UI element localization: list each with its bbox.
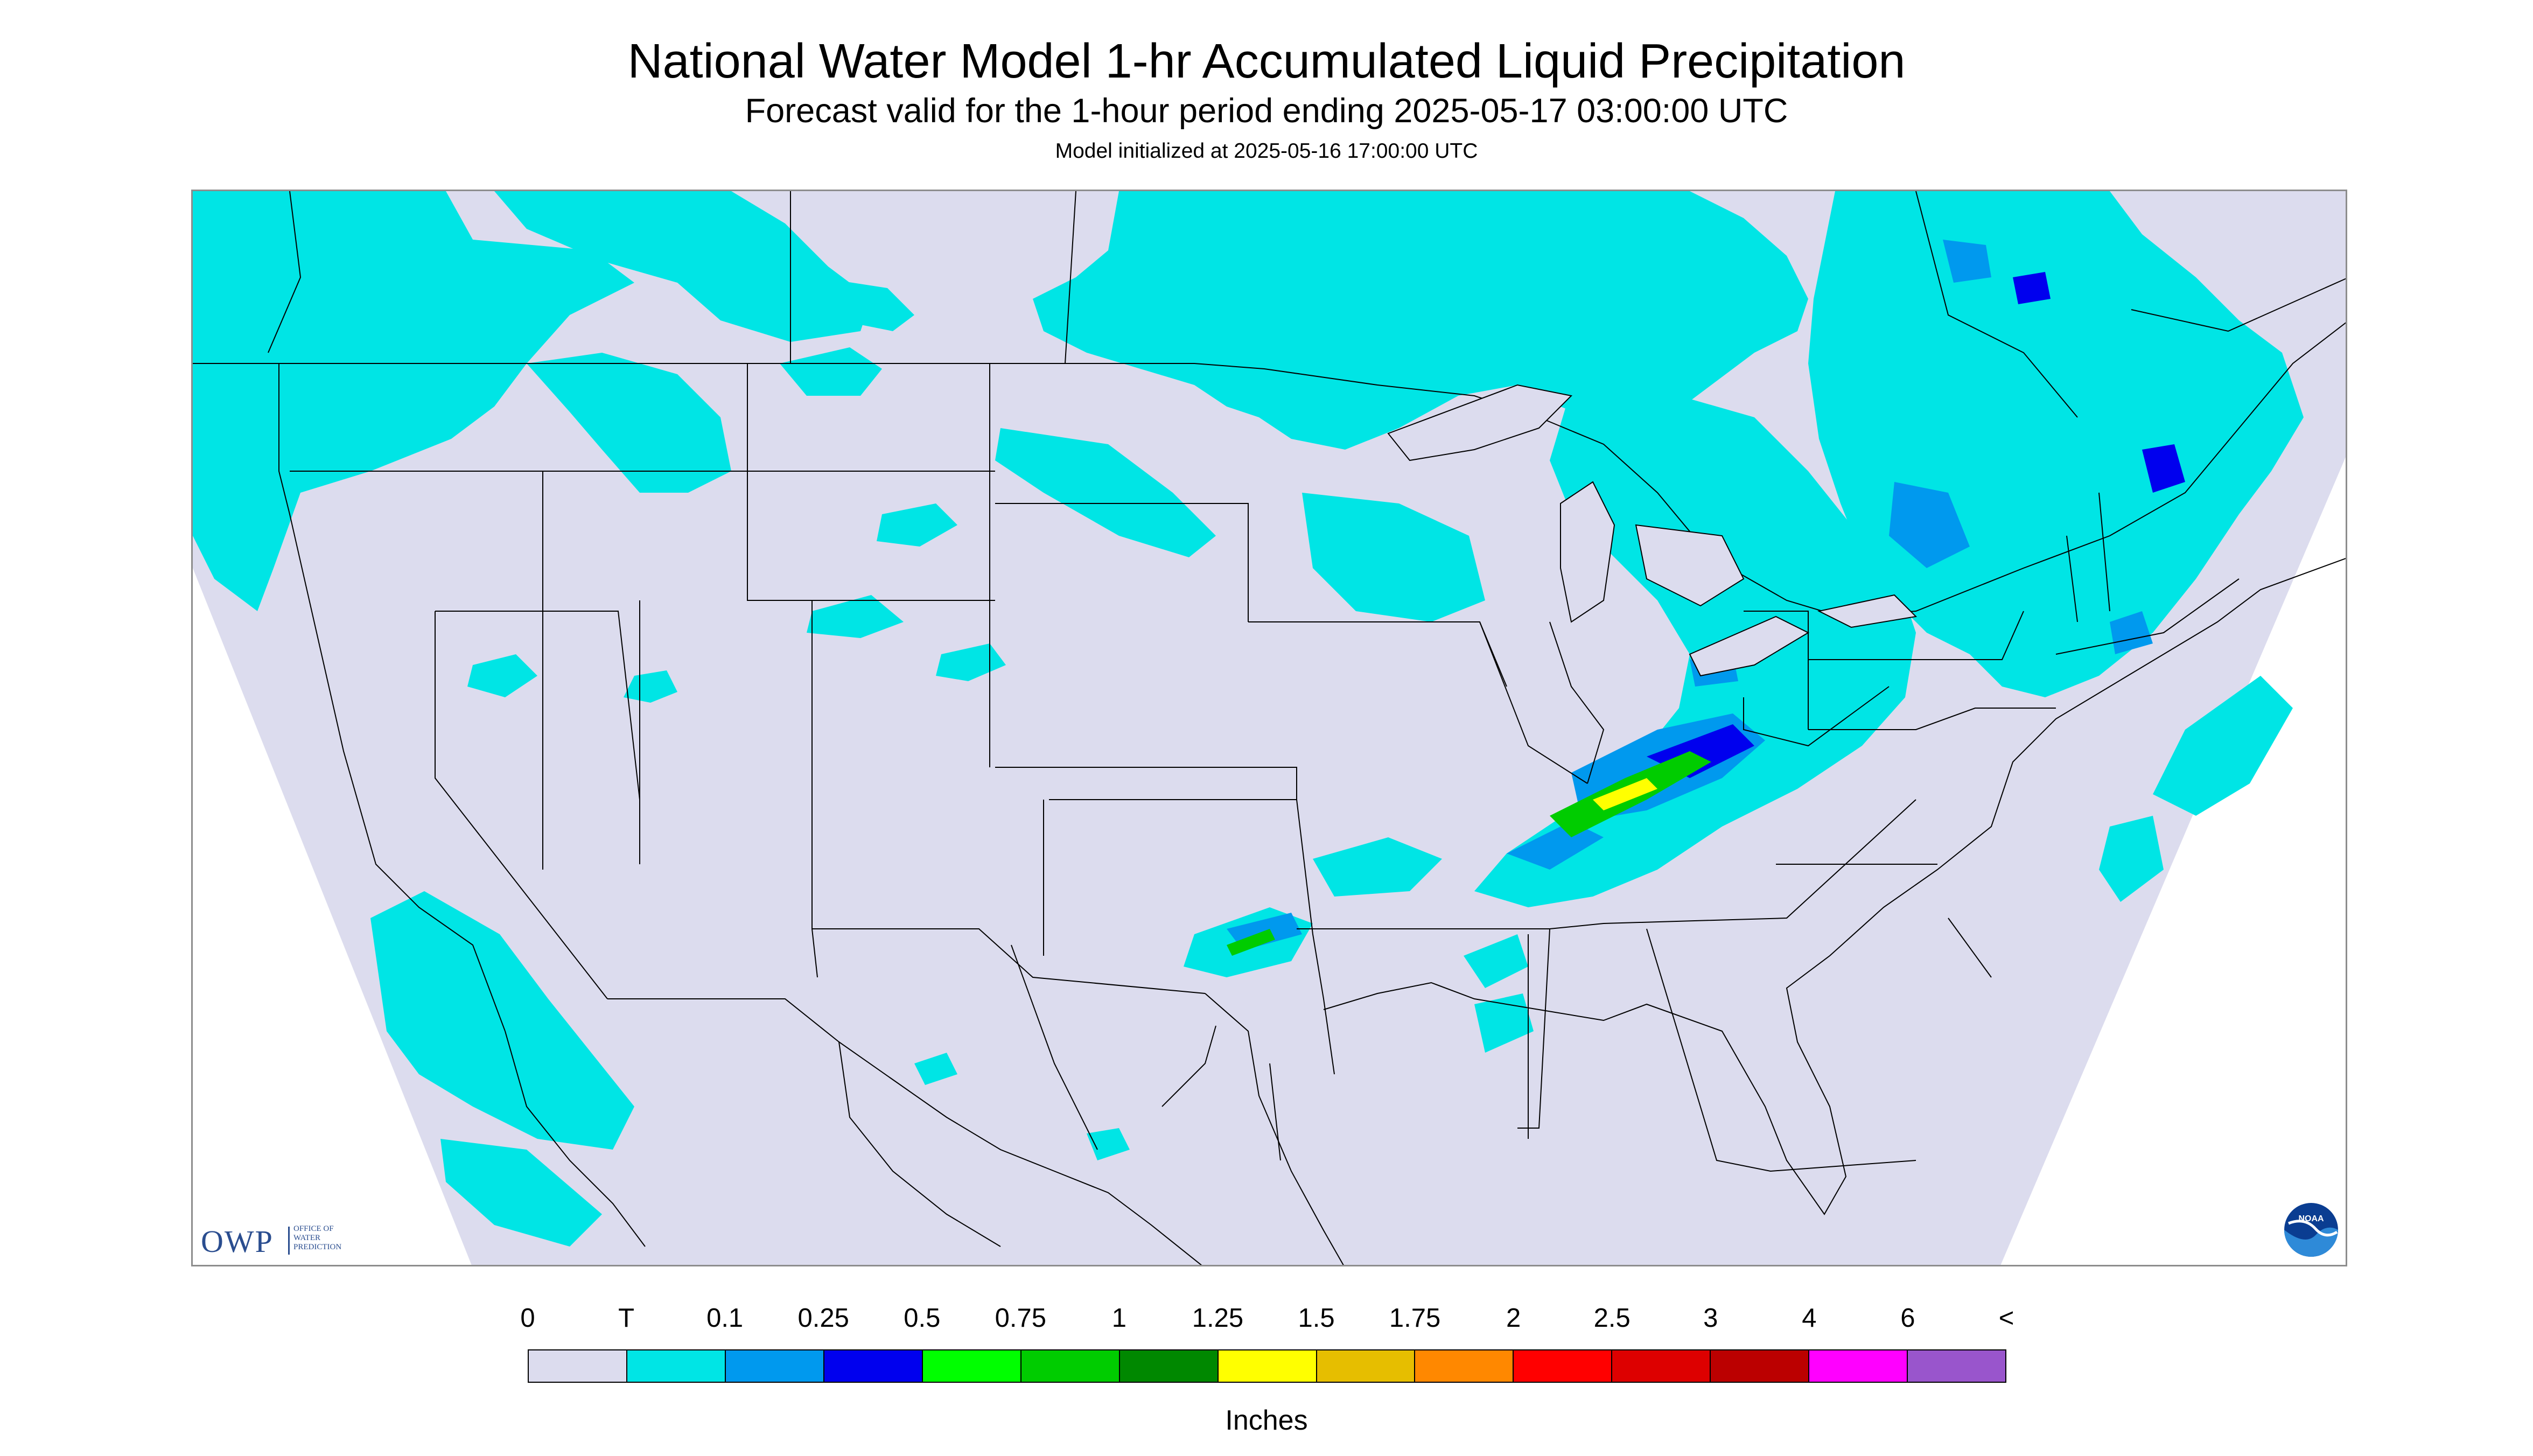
noaa-logo-text: NOAA bbox=[2298, 1214, 2324, 1223]
owp-logo-divider bbox=[288, 1227, 290, 1255]
precipitation-map bbox=[191, 190, 2347, 1266]
great-lakes bbox=[1387, 384, 1918, 677]
map-title: National Water Model 1-hr Accumulated Li… bbox=[627, 34, 1906, 88]
legend-tick-label: 4 bbox=[1802, 1304, 1817, 1333]
legend-tick-label: 1.75 bbox=[1389, 1304, 1441, 1333]
legend-tick-label: < bbox=[1998, 1304, 2014, 1333]
owp-logo-text: OWP bbox=[201, 1224, 274, 1259]
model-init-text: Model initialized at 2025-05-16 17:00:00… bbox=[1055, 139, 1478, 163]
legend-tick-label: 0.75 bbox=[995, 1304, 1047, 1333]
precip-heavy bbox=[1227, 751, 1711, 956]
map-subtitle: Forecast valid for the 1-hour period end… bbox=[745, 92, 1788, 130]
legend-swatch bbox=[1908, 1350, 2006, 1382]
legend-swatch bbox=[627, 1350, 726, 1382]
legend-swatch bbox=[922, 1350, 1021, 1382]
legend-swatch bbox=[1021, 1350, 1120, 1382]
boundaries bbox=[193, 191, 2346, 1265]
outside-domain-right bbox=[2000, 457, 2346, 1265]
legend-tick-label: 2 bbox=[1506, 1304, 1521, 1333]
outside-domain-left bbox=[193, 568, 472, 1265]
map-canvas bbox=[193, 191, 2346, 1265]
legend-tick-label: 0 bbox=[520, 1304, 535, 1333]
legend-tick-label: T bbox=[618, 1304, 635, 1333]
legend-swatch bbox=[529, 1350, 627, 1382]
legend-swatch bbox=[1218, 1350, 1317, 1382]
legend-tick-label: 1.5 bbox=[1298, 1304, 1335, 1333]
legend-tick-label: 6 bbox=[1900, 1304, 1915, 1333]
legend-swatch bbox=[1612, 1350, 1711, 1382]
precip-trace bbox=[193, 191, 2304, 1247]
owp-logo-subtext: OFFICE OF WATER PREDICTION bbox=[293, 1224, 342, 1251]
legend-labels: 0 T 0.1 0.25 0.5 0.75 1 1.25 1.5 1.75 2 2.5 3 4 6 < bbox=[0, 1303, 2533, 1335]
legend-tick-label: 2.5 bbox=[1593, 1304, 1631, 1333]
legend-swatch bbox=[1711, 1350, 1810, 1382]
legend-swatch bbox=[824, 1350, 923, 1382]
legend-colorbar bbox=[528, 1349, 2006, 1383]
legend-units: Inches bbox=[1225, 1405, 1308, 1436]
legend-tick-label: 3 bbox=[1703, 1304, 1718, 1333]
legend-swatch bbox=[1415, 1350, 1514, 1382]
legend-swatch bbox=[1809, 1350, 1908, 1382]
legend-swatch bbox=[1317, 1350, 1416, 1382]
legend-tick-label: 0.5 bbox=[904, 1304, 941, 1333]
noaa-logo: NOAA bbox=[2284, 1203, 2338, 1257]
legend-tick-label: 1.25 bbox=[1192, 1304, 1244, 1333]
legend-swatch bbox=[1514, 1350, 1613, 1382]
legend-tick-label: 0.1 bbox=[706, 1304, 744, 1333]
legend-swatch bbox=[725, 1350, 824, 1382]
legend-tick-label: 1 bbox=[1111, 1304, 1127, 1333]
legend-tick-label: 0.25 bbox=[797, 1304, 849, 1333]
legend-swatch bbox=[1119, 1350, 1219, 1382]
owp-logo: OWP OFFICE OF WATER PREDICTION bbox=[201, 1221, 379, 1259]
